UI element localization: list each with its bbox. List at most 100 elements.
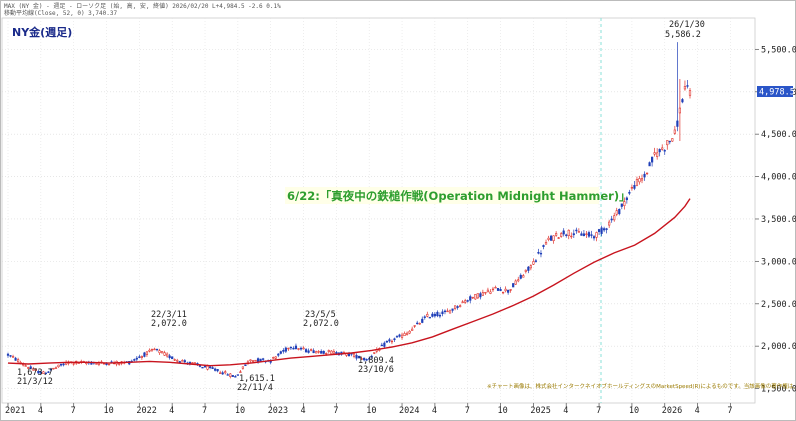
x-tick-label: 7 bbox=[71, 406, 76, 416]
candle-body bbox=[645, 172, 649, 175]
candle-body bbox=[393, 338, 396, 341]
candle bbox=[219, 370, 222, 374]
candle bbox=[527, 266, 530, 274]
candle bbox=[534, 259, 538, 263]
candle bbox=[395, 335, 399, 338]
candle-body bbox=[651, 156, 654, 163]
candle-body bbox=[208, 366, 212, 368]
candle-body bbox=[443, 310, 447, 313]
candle-body bbox=[431, 313, 434, 317]
candle-body bbox=[529, 265, 532, 269]
candle-body bbox=[405, 332, 409, 335]
candle-body bbox=[219, 372, 222, 374]
candle-body bbox=[408, 330, 411, 334]
candle bbox=[229, 373, 232, 379]
candle bbox=[608, 219, 611, 228]
candle bbox=[138, 354, 141, 359]
candle-body bbox=[143, 352, 146, 357]
candle-body bbox=[580, 233, 583, 236]
candle-body bbox=[304, 349, 308, 353]
candle-body bbox=[259, 358, 262, 362]
candle-body bbox=[421, 318, 424, 323]
candle-body bbox=[517, 279, 520, 282]
candle bbox=[282, 348, 285, 354]
candle bbox=[173, 358, 176, 361]
x-tick-label: 2023 bbox=[268, 406, 288, 416]
candle-body bbox=[557, 237, 560, 239]
candle bbox=[630, 184, 634, 191]
candle bbox=[610, 215, 613, 223]
candle bbox=[549, 234, 553, 241]
candle-body bbox=[484, 291, 487, 294]
candle-body bbox=[390, 340, 394, 343]
candle-body bbox=[643, 173, 646, 178]
candle-body bbox=[11, 356, 15, 358]
x-tick-label: 2021 bbox=[5, 406, 25, 416]
candle bbox=[572, 229, 575, 238]
candle-body bbox=[150, 348, 154, 351]
candle-body bbox=[570, 235, 573, 238]
event-label: 6/22:「真夜中の鉄槌作戦(Operation Midnight Hammer… bbox=[287, 189, 631, 203]
candle bbox=[29, 365, 32, 369]
candle-body bbox=[560, 233, 563, 237]
candle-body bbox=[224, 371, 227, 374]
candlestick-series bbox=[6, 42, 692, 379]
candle-body bbox=[214, 368, 217, 371]
candle bbox=[653, 147, 656, 157]
candle bbox=[428, 316, 431, 319]
candle-body bbox=[567, 229, 570, 237]
candle bbox=[600, 225, 603, 237]
y-tick-label: 3,500.0 bbox=[761, 215, 796, 225]
candle bbox=[423, 315, 426, 320]
candle bbox=[587, 230, 591, 238]
candle-body bbox=[138, 356, 141, 358]
candle bbox=[171, 356, 174, 360]
candle-body bbox=[658, 149, 661, 153]
candle-body bbox=[549, 235, 553, 241]
candle-body bbox=[241, 366, 245, 369]
candle-body bbox=[542, 245, 545, 247]
annotation-date: 22/11/4 bbox=[237, 383, 273, 393]
candle bbox=[368, 356, 371, 361]
candle-body bbox=[155, 348, 159, 351]
candle-body bbox=[368, 358, 371, 360]
candle bbox=[565, 233, 568, 238]
candle-body bbox=[373, 352, 376, 354]
y-axis: 1,500.0 2,000.0 2,500.0 3,000.0 3,500.0 4,000… bbox=[755, 45, 796, 395]
candle-body bbox=[461, 301, 464, 304]
annotation-value: 1,809.4 bbox=[358, 356, 394, 366]
candle bbox=[643, 171, 646, 181]
candle bbox=[676, 42, 679, 132]
candle-body bbox=[507, 289, 510, 293]
candle-body bbox=[547, 237, 550, 240]
candle bbox=[421, 316, 424, 324]
candle-body bbox=[671, 138, 674, 142]
candle-body bbox=[297, 348, 300, 350]
candle-body bbox=[587, 232, 591, 237]
candle bbox=[625, 196, 628, 204]
y-tick-label: 3,000.0 bbox=[761, 257, 796, 267]
candle-body bbox=[539, 252, 543, 255]
candle-body bbox=[663, 150, 666, 152]
candle bbox=[11, 354, 15, 358]
annotation-value: 1,673.7 bbox=[17, 368, 53, 378]
candle-body bbox=[249, 359, 252, 362]
annotation-low-2023: 1,809.4 23/10/6 bbox=[358, 356, 394, 375]
candle bbox=[304, 348, 308, 353]
candle bbox=[628, 189, 631, 196]
y-tick-label: 2,000.0 bbox=[761, 342, 796, 352]
candle-body bbox=[613, 215, 616, 221]
candle bbox=[327, 349, 330, 354]
candle bbox=[585, 230, 588, 239]
candle-body bbox=[448, 310, 452, 314]
candle-body bbox=[32, 368, 35, 371]
candle bbox=[383, 341, 386, 349]
candle-body bbox=[29, 366, 32, 369]
candle bbox=[47, 370, 50, 373]
x-tick-label: 2022 bbox=[136, 406, 156, 416]
candle bbox=[211, 366, 214, 370]
candle-body bbox=[287, 347, 290, 350]
candle bbox=[135, 356, 138, 362]
candle-body bbox=[236, 374, 239, 376]
candle-body bbox=[158, 350, 161, 354]
